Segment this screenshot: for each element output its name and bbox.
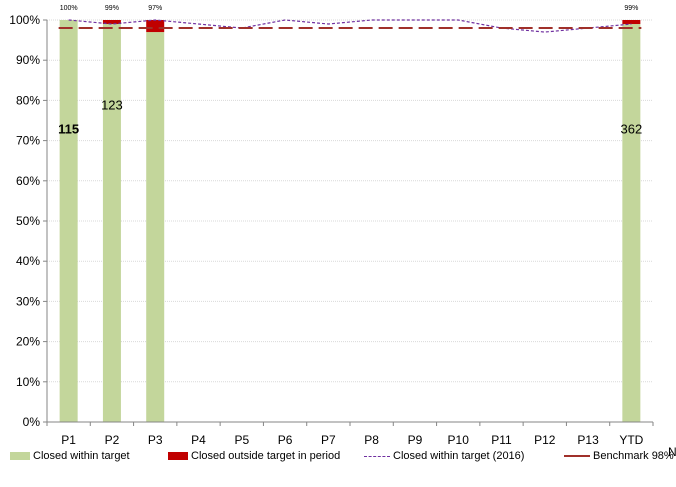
x-tick-label: P9 — [408, 433, 423, 447]
x-axis-cut-label: N — [668, 445, 676, 459]
lines — [58, 19, 642, 33]
x-tick-label: YTD — [619, 433, 643, 447]
legend-swatch-within-target — [10, 452, 30, 460]
legend-item-benchmark: Benchmark 98% — [564, 446, 674, 466]
y-tick-label: 80% — [16, 93, 40, 107]
data-label-percent: 97% — [148, 5, 162, 12]
gridlines — [47, 19, 653, 383]
x-tick-label: P7 — [321, 433, 336, 447]
x-tick-label: P6 — [278, 433, 293, 447]
x-tick-label: P4 — [191, 433, 206, 447]
data-label-count: 115 — [58, 122, 79, 137]
legend-label-within-target: Closed within target — [33, 450, 130, 462]
x-tick-label: P10 — [448, 433, 470, 447]
legend-item-within-target-2016: Closed within target (2016) — [364, 446, 524, 466]
y-tick-label: 40% — [16, 254, 40, 268]
x-axis: P1 P2 P3 P4 P5 P6 P7 P8 P9 P10 P11 P12 P13 YTD N — [46, 421, 676, 459]
x-tick-label: P5 — [234, 433, 249, 447]
bar-within-target — [622, 24, 641, 423]
legend-label-within-target-2016: Closed within target (2016) — [393, 450, 525, 462]
bar-outside-target — [622, 20, 641, 25]
y-tick-label: 60% — [16, 174, 40, 188]
x-tick-label: P13 — [577, 433, 599, 447]
trend-line-2016 — [68, 19, 632, 33]
legend-swatch-benchmark — [564, 455, 590, 457]
x-tick-label: P8 — [364, 433, 379, 447]
y-tick-label: 50% — [16, 214, 40, 228]
legend-item-within-target: Closed within target — [10, 446, 130, 466]
bar-outside-target — [102, 20, 121, 25]
y-tick-label: 90% — [16, 53, 40, 67]
legend-swatch-outside-target — [168, 452, 188, 460]
legend-label-benchmark: Benchmark 98% — [593, 450, 674, 462]
bar-within-target — [146, 32, 165, 423]
legend-item-outside-target: Closed outside target in period — [168, 446, 340, 466]
y-tick-label: 10% — [16, 375, 40, 389]
x-tick-label: P12 — [534, 433, 556, 447]
data-labels: 100% 115 99% 123 97% 99% 362 — [58, 5, 642, 137]
y-tick-label: 30% — [16, 294, 40, 308]
legend-swatch-within-target-2016 — [364, 455, 390, 457]
data-label-percent: 100% — [60, 5, 78, 12]
y-axis: 0% 10% 20% 30% 40% 50% 60% 70% 80% 90% 100% — [9, 13, 48, 429]
y-tick-label: 70% — [16, 134, 40, 148]
legend-label-outside-target: Closed outside target in period — [191, 450, 341, 462]
data-label-percent: 99% — [105, 5, 119, 12]
legend: Closed within target Closed outside targ… — [10, 446, 676, 466]
bars — [59, 20, 641, 423]
x-tick-label: P3 — [148, 433, 163, 447]
data-label-count: 362 — [621, 122, 643, 137]
y-tick-label: 20% — [16, 335, 40, 349]
x-tick-label: P2 — [105, 433, 120, 447]
data-label-count: 123 — [101, 97, 123, 112]
data-label-percent: 99% — [624, 5, 638, 12]
bar-within-target — [59, 20, 78, 422]
y-tick-label: 0% — [23, 415, 41, 429]
bar-outside-target — [146, 20, 165, 33]
y-tick-label: 100% — [9, 13, 40, 27]
x-tick-label: P1 — [61, 433, 76, 447]
x-tick-label: P11 — [491, 433, 512, 447]
bar-within-target — [102, 24, 121, 423]
